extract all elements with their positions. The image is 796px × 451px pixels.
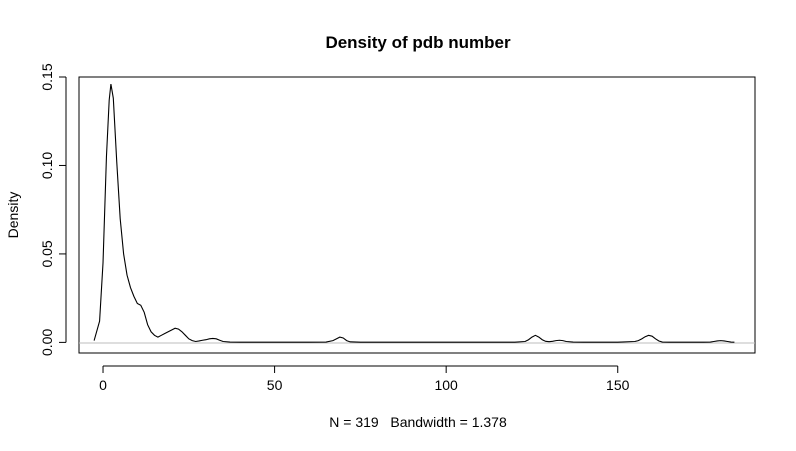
y-tick-label: 0.10 — [39, 152, 55, 179]
x-tick-label: 100 — [434, 377, 458, 393]
y-axis-label: Density — [5, 192, 21, 239]
plot-frame — [78, 76, 756, 354]
y-tick-label: 0.05 — [39, 240, 55, 267]
y-axis: 0.00 0.05 0.10 0.15 — [39, 63, 67, 356]
density-curve — [93, 83, 735, 343]
x-axis-label: N = 319 Bandwidth = 1.378 — [329, 414, 507, 430]
x-tick-label: 50 — [267, 377, 283, 393]
x-tick-label: 0 — [99, 377, 107, 393]
x-tick-label: 150 — [606, 377, 630, 393]
y-tick-label: 0.00 — [39, 329, 55, 356]
x-axis: 0 50 100 150 — [99, 365, 630, 393]
chart-title: Density of pdb number — [325, 33, 511, 52]
y-tick-label: 0.15 — [39, 63, 55, 90]
